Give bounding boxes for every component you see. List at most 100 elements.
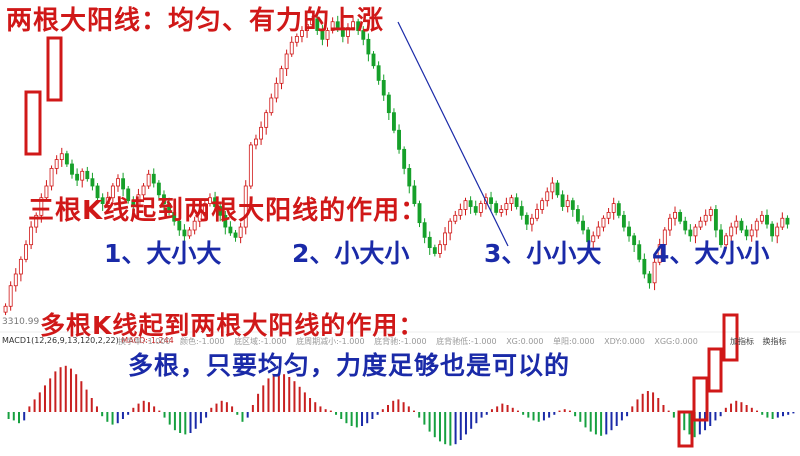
candle	[402, 148, 407, 169]
candle	[54, 159, 59, 169]
candle	[243, 185, 248, 228]
candle	[279, 68, 284, 84]
candle	[294, 36, 299, 43]
candle	[749, 229, 754, 237]
add-indicator-button[interactable]: 加指标	[730, 337, 754, 346]
candle	[504, 203, 509, 210]
candle	[529, 217, 534, 225]
candle	[136, 194, 141, 207]
candle	[591, 235, 596, 243]
candle	[780, 217, 785, 228]
candle	[759, 214, 764, 222]
candle	[560, 194, 565, 207]
candle	[765, 214, 769, 225]
candle	[458, 209, 463, 216]
candle	[427, 236, 432, 248]
highlight-box-large-right	[46, 36, 63, 102]
candle	[524, 214, 529, 225]
candle	[289, 41, 294, 55]
candle	[494, 203, 499, 213]
candle	[535, 209, 539, 219]
highlight-box-large-left	[24, 90, 42, 156]
candle	[192, 220, 197, 231]
highlight-box-macd-2	[692, 376, 709, 422]
candle	[754, 220, 759, 231]
pattern-item-3: 3、小小大	[484, 239, 602, 268]
candle	[744, 229, 749, 237]
note-text: 多根，只要均匀，力度足够也是可以的	[128, 351, 571, 380]
candle	[422, 222, 427, 238]
indicator-item: XDY:0.000	[604, 337, 645, 346]
candle	[105, 197, 110, 205]
candle	[208, 197, 212, 205]
candle	[637, 244, 642, 260]
candle	[34, 214, 39, 228]
highlight-box-macd-3	[707, 347, 723, 393]
pattern-item-1: 1、大小大	[104, 239, 222, 268]
candle	[642, 258, 647, 275]
candle	[177, 220, 182, 231]
candle	[110, 185, 115, 199]
indicator-item: 单阳:0.000	[553, 337, 595, 346]
highlight-box-macd-4	[722, 313, 739, 362]
candle	[734, 220, 739, 228]
candle	[3, 305, 8, 313]
candle	[269, 97, 274, 114]
candle	[652, 261, 657, 284]
indicator-item: 底背驰:-1.000	[374, 337, 427, 346]
macd-params: MACD1(12,26,9,13,120,2,22)	[2, 336, 119, 345]
candle	[611, 203, 616, 213]
candle	[8, 285, 13, 307]
candle	[13, 273, 18, 287]
candle	[59, 153, 64, 161]
candle	[657, 244, 662, 263]
candle	[775, 226, 780, 237]
candle	[397, 129, 401, 150]
candle	[499, 209, 504, 213]
candle	[361, 30, 366, 40]
pattern-item-2: 2、小大小	[292, 239, 410, 268]
candle	[116, 178, 120, 187]
candle	[39, 197, 44, 216]
candle	[197, 211, 202, 222]
candle	[146, 173, 151, 187]
candle	[187, 229, 192, 237]
switch-indicator-button[interactable]: 换指标	[762, 337, 787, 346]
candle	[407, 167, 412, 187]
candle	[621, 214, 626, 228]
candle	[601, 217, 606, 228]
candle	[340, 27, 345, 37]
highlight-box-macd-1	[677, 410, 694, 448]
candle	[162, 194, 166, 205]
candle	[417, 203, 422, 224]
candle	[264, 112, 269, 128]
section-title-multi-candles: 多根K线起到两根大阳线的作用：	[40, 311, 425, 340]
candle	[126, 188, 131, 202]
candle	[724, 235, 729, 246]
indicator-item: XG:0.000	[506, 337, 544, 346]
candle	[647, 273, 652, 284]
candle	[616, 203, 621, 216]
candle	[371, 53, 376, 67]
candle	[412, 185, 417, 205]
macd-indicator-label: MACD1(12,26,9,13,120,2,22) MACD:-1.244	[2, 336, 174, 345]
candle	[632, 235, 637, 246]
candle	[703, 214, 708, 222]
candle	[586, 229, 591, 243]
candle	[545, 191, 550, 202]
candle	[325, 30, 330, 40]
indicator-strip: 换手率:-1.000 颜色:-1.000 底区域:-1.000 底周期减小:-1…	[118, 336, 705, 347]
candle	[172, 211, 177, 222]
candle	[151, 173, 156, 184]
candle	[698, 220, 703, 228]
candle	[708, 209, 713, 216]
candle	[719, 229, 723, 246]
candle	[182, 229, 187, 237]
candle	[44, 185, 49, 199]
candle	[432, 247, 437, 254]
indicator-item: 底周期减小:-1.000	[296, 337, 365, 346]
candle	[550, 182, 555, 193]
candle	[693, 226, 698, 237]
highlight-boxes	[24, 36, 739, 448]
